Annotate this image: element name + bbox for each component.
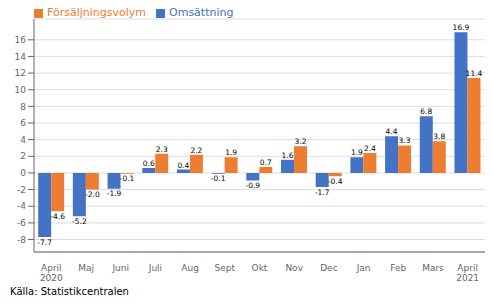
svg-text:6: 6 xyxy=(20,118,26,128)
svg-text:Maj: Maj xyxy=(78,263,94,273)
svg-text:2: 2 xyxy=(20,151,26,161)
svg-text:2.3: 2.3 xyxy=(156,145,168,154)
svg-text:3.3: 3.3 xyxy=(399,136,411,145)
svg-text:2.2: 2.2 xyxy=(190,146,202,155)
svg-text:0.6: 0.6 xyxy=(143,159,155,168)
svg-text:3.2: 3.2 xyxy=(295,137,307,146)
svg-text:-1.9: -1.9 xyxy=(107,189,122,198)
svg-text:4: 4 xyxy=(20,135,26,145)
svg-text:-2: -2 xyxy=(17,185,26,195)
svg-text:1.9: 1.9 xyxy=(225,148,237,157)
svg-text:Juni: Juni xyxy=(111,263,129,273)
svg-text:10: 10 xyxy=(15,85,27,95)
svg-text:April2020: April2020 xyxy=(40,263,63,283)
html-text:Försäljningsvolym: Försäljningsvolym xyxy=(47,6,146,19)
svg-text:-7.7: -7.7 xyxy=(37,238,52,247)
svg-text:-1.7: -1.7 xyxy=(315,188,330,197)
svg-text:Sept: Sept xyxy=(215,263,236,273)
svg-text:-2.0: -2.0 xyxy=(85,190,100,199)
svg-text:2.4: 2.4 xyxy=(364,144,376,153)
svg-text:0.4: 0.4 xyxy=(177,161,189,170)
svg-text:-0.1: -0.1 xyxy=(120,174,135,183)
svg-text:-6: -6 xyxy=(17,218,26,228)
svg-text:0: 0 xyxy=(20,168,26,178)
svg-text:-5.2: -5.2 xyxy=(72,217,87,226)
svg-text:-4.6: -4.6 xyxy=(50,212,65,221)
svg-text:12: 12 xyxy=(15,68,26,78)
html-text:Omsättning: Omsättning xyxy=(169,6,234,19)
svg-text:16.9: 16.9 xyxy=(453,23,470,32)
svg-text:Jan: Jan xyxy=(356,263,371,273)
html-text:Källa: Statistikcentralen: Källa: Statistikcentralen xyxy=(10,286,129,297)
svg-text:1.9: 1.9 xyxy=(351,148,363,157)
svg-text:-0.4: -0.4 xyxy=(328,177,343,186)
svg-text:-8: -8 xyxy=(17,235,26,245)
svg-text:6.8: 6.8 xyxy=(420,107,432,116)
svg-text:0.7: 0.7 xyxy=(260,158,272,167)
svg-text:Mars: Mars xyxy=(422,263,444,273)
svg-text:3.8: 3.8 xyxy=(433,132,445,141)
svg-text:-0.9: -0.9 xyxy=(245,181,260,190)
svg-text:Feb: Feb xyxy=(390,263,406,273)
svg-text:Nov: Nov xyxy=(285,263,303,273)
svg-text:-0.1: -0.1 xyxy=(211,174,226,183)
svg-text:4.4: 4.4 xyxy=(386,127,398,136)
svg-text:Aug: Aug xyxy=(181,263,199,273)
svg-text:14: 14 xyxy=(15,52,27,62)
svg-text:8: 8 xyxy=(20,102,26,112)
svg-text:1.6: 1.6 xyxy=(282,151,294,160)
svg-text:-4: -4 xyxy=(17,201,26,211)
svg-text:16: 16 xyxy=(15,35,27,45)
svg-text:11.4: 11.4 xyxy=(466,69,483,78)
svg-text:April2021: April2021 xyxy=(456,263,479,283)
svg-text:Juli: Juli xyxy=(148,263,162,273)
svg-text:Dec: Dec xyxy=(320,263,337,273)
svg-text:Okt: Okt xyxy=(252,263,268,273)
